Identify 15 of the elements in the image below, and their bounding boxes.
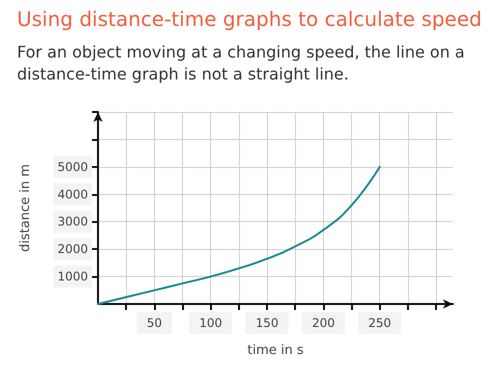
y-tick-label: 2000	[57, 242, 88, 256]
line-series	[97, 166, 381, 305]
y-tick-label: 3000	[57, 214, 88, 229]
x-tick-label: 150	[256, 316, 278, 330]
y-tick-label: 5000	[57, 160, 88, 174]
x-axis-title: time in s	[247, 343, 304, 358]
chart-title: Using distance-time graphs to calculate speed	[17, 7, 482, 31]
x-tick-label: 100	[199, 316, 222, 330]
y-tick-label: 1000	[57, 270, 88, 284]
x-tick-label: 250	[368, 316, 392, 330]
x-tick-label: 200	[312, 316, 335, 330]
y-tick-label: 4000	[57, 187, 88, 202]
y-axis-title: distance in m	[18, 164, 33, 252]
x-tick-label: 50	[146, 316, 162, 330]
chart-subtitle: For an object moving at a changing speed, the line on a distance-time graph is not a straight line.	[17, 42, 465, 84]
